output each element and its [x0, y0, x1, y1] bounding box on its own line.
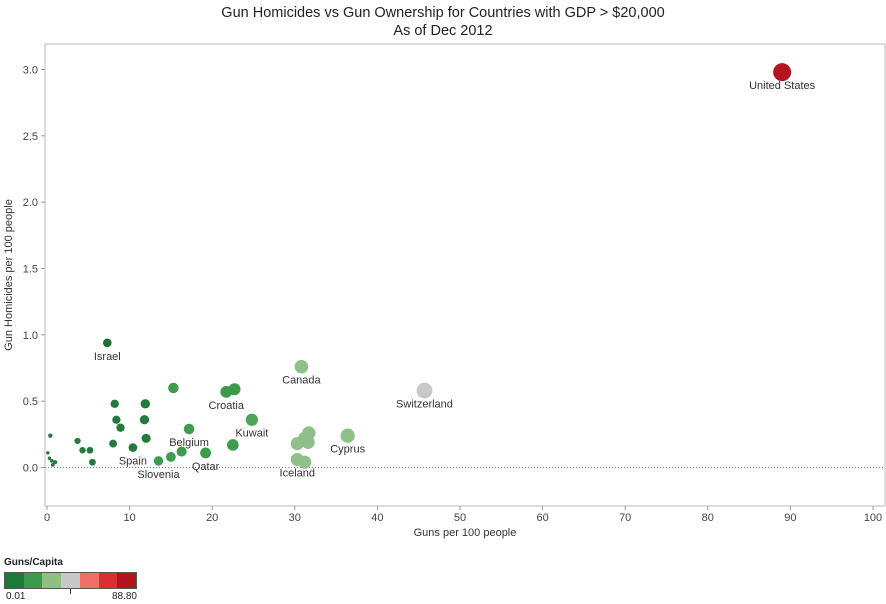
- scatter-point: [302, 426, 316, 440]
- point-label: Slovenia: [137, 469, 180, 481]
- y-tick-label: 2.0: [23, 197, 38, 209]
- legend-color-swatch: [5, 573, 24, 588]
- scatter-point: [416, 382, 433, 399]
- x-tick-label: 80: [702, 512, 714, 524]
- legend-labels: 0.01 88.80: [4, 589, 137, 603]
- x-tick-label: 40: [371, 512, 383, 524]
- scatter-point: [46, 451, 50, 455]
- legend-color-swatch: [23, 573, 43, 588]
- point-label: Kuwait: [235, 428, 268, 440]
- scatter-point: [47, 456, 52, 460]
- scatter-point: [53, 460, 58, 465]
- legend-color-swatch: [42, 573, 62, 588]
- point-label: Spain: [119, 456, 147, 468]
- legend-color-swatch: [98, 573, 118, 588]
- y-tick-label: 0.0: [23, 463, 38, 475]
- scatter-point: [79, 447, 86, 454]
- scatter-point: [294, 359, 309, 374]
- legend-title: Guns/Capita: [4, 557, 63, 568]
- color-legend: Guns/Capita 0.01 88.80: [4, 557, 137, 603]
- point-label: Cyprus: [330, 444, 365, 456]
- scatter-point: [50, 462, 55, 467]
- x-axis-ticks: 0 10 20 30 40 50 60 70 80 90 100: [44, 506, 882, 524]
- scatter-point: [227, 439, 239, 451]
- scatter-point: [773, 63, 792, 82]
- scatter-point: [89, 458, 96, 466]
- scatter-point: [168, 382, 179, 394]
- point-label: Croatia: [209, 400, 245, 412]
- x-axis-label: Guns per 100 people: [414, 527, 517, 539]
- y-axis-ticks: 0.0 0.5 1.0 1.5 2.0 2.5 3.0: [23, 65, 45, 475]
- scatter-point: [176, 446, 187, 457]
- scatter-point: [298, 455, 312, 469]
- scatter-point: [153, 456, 164, 466]
- x-tick-label: 60: [536, 512, 548, 524]
- y-tick-label: 3.0: [23, 65, 38, 77]
- point-label: Belgium: [169, 437, 209, 449]
- scatter-point: [102, 338, 112, 348]
- scatter-point: [86, 446, 94, 454]
- scatter-point: [50, 458, 54, 463]
- scatter-point: [109, 439, 118, 448]
- data-points: [46, 63, 792, 469]
- point-label: Switzerland: [396, 399, 453, 411]
- scatter-point: [128, 443, 138, 452]
- legend-color-swatch: [117, 573, 137, 588]
- scatter-point: [141, 433, 151, 443]
- x-tick-label: 70: [619, 512, 631, 524]
- chart-subtitle: As of Dec 2012: [393, 23, 493, 39]
- point-label: United States: [749, 80, 816, 92]
- y-tick-label: 2.5: [23, 131, 38, 143]
- y-tick-label: 0.5: [23, 396, 38, 408]
- point-label: Iceland: [280, 468, 315, 480]
- scatter-point: [48, 433, 53, 438]
- scatter-point: [116, 423, 125, 432]
- point-label: Israel: [94, 351, 121, 363]
- point-label: Canada: [282, 375, 321, 387]
- x-tick-label: 10: [123, 512, 135, 524]
- scatter-point: [74, 437, 81, 445]
- scatter-point: [112, 415, 121, 424]
- scatter-point: [200, 447, 212, 459]
- scatter-point: [140, 399, 151, 409]
- point-label: Qatar: [192, 461, 220, 473]
- scatter-point: [340, 428, 355, 443]
- x-tick-label: 100: [864, 512, 882, 524]
- legend-min-label: 0.01: [6, 591, 26, 602]
- y-tick-label: 1.5: [23, 264, 38, 276]
- legend-color-swatch: [61, 573, 80, 588]
- scatter-point: [183, 423, 195, 435]
- legend-color-swatch: [79, 573, 99, 588]
- legend-midpoint-tick: [70, 589, 71, 594]
- chart-title: Gun Homicides vs Gun Ownership for Count…: [0, 4, 886, 40]
- x-tick-label: 50: [454, 512, 466, 524]
- scatter-point: [245, 413, 258, 426]
- x-tick-label: 30: [289, 512, 301, 524]
- x-tick-label: 20: [206, 512, 218, 524]
- scatter-point: [110, 399, 119, 409]
- scatter-point: [165, 451, 176, 462]
- x-tick-label: 90: [784, 512, 796, 524]
- scatter-point: [228, 383, 241, 396]
- y-axis-label: Gun Homicides per 100 people: [3, 199, 15, 351]
- y-tick-label: 1.0: [23, 330, 38, 342]
- x-tick-label: 0: [44, 512, 50, 524]
- chart-title-main: Gun Homicides vs Gun Ownership for Count…: [221, 5, 665, 21]
- legend-color-bar: [4, 572, 137, 589]
- scatter-point: [139, 415, 150, 425]
- legend-max-label: 88.80: [111, 591, 137, 602]
